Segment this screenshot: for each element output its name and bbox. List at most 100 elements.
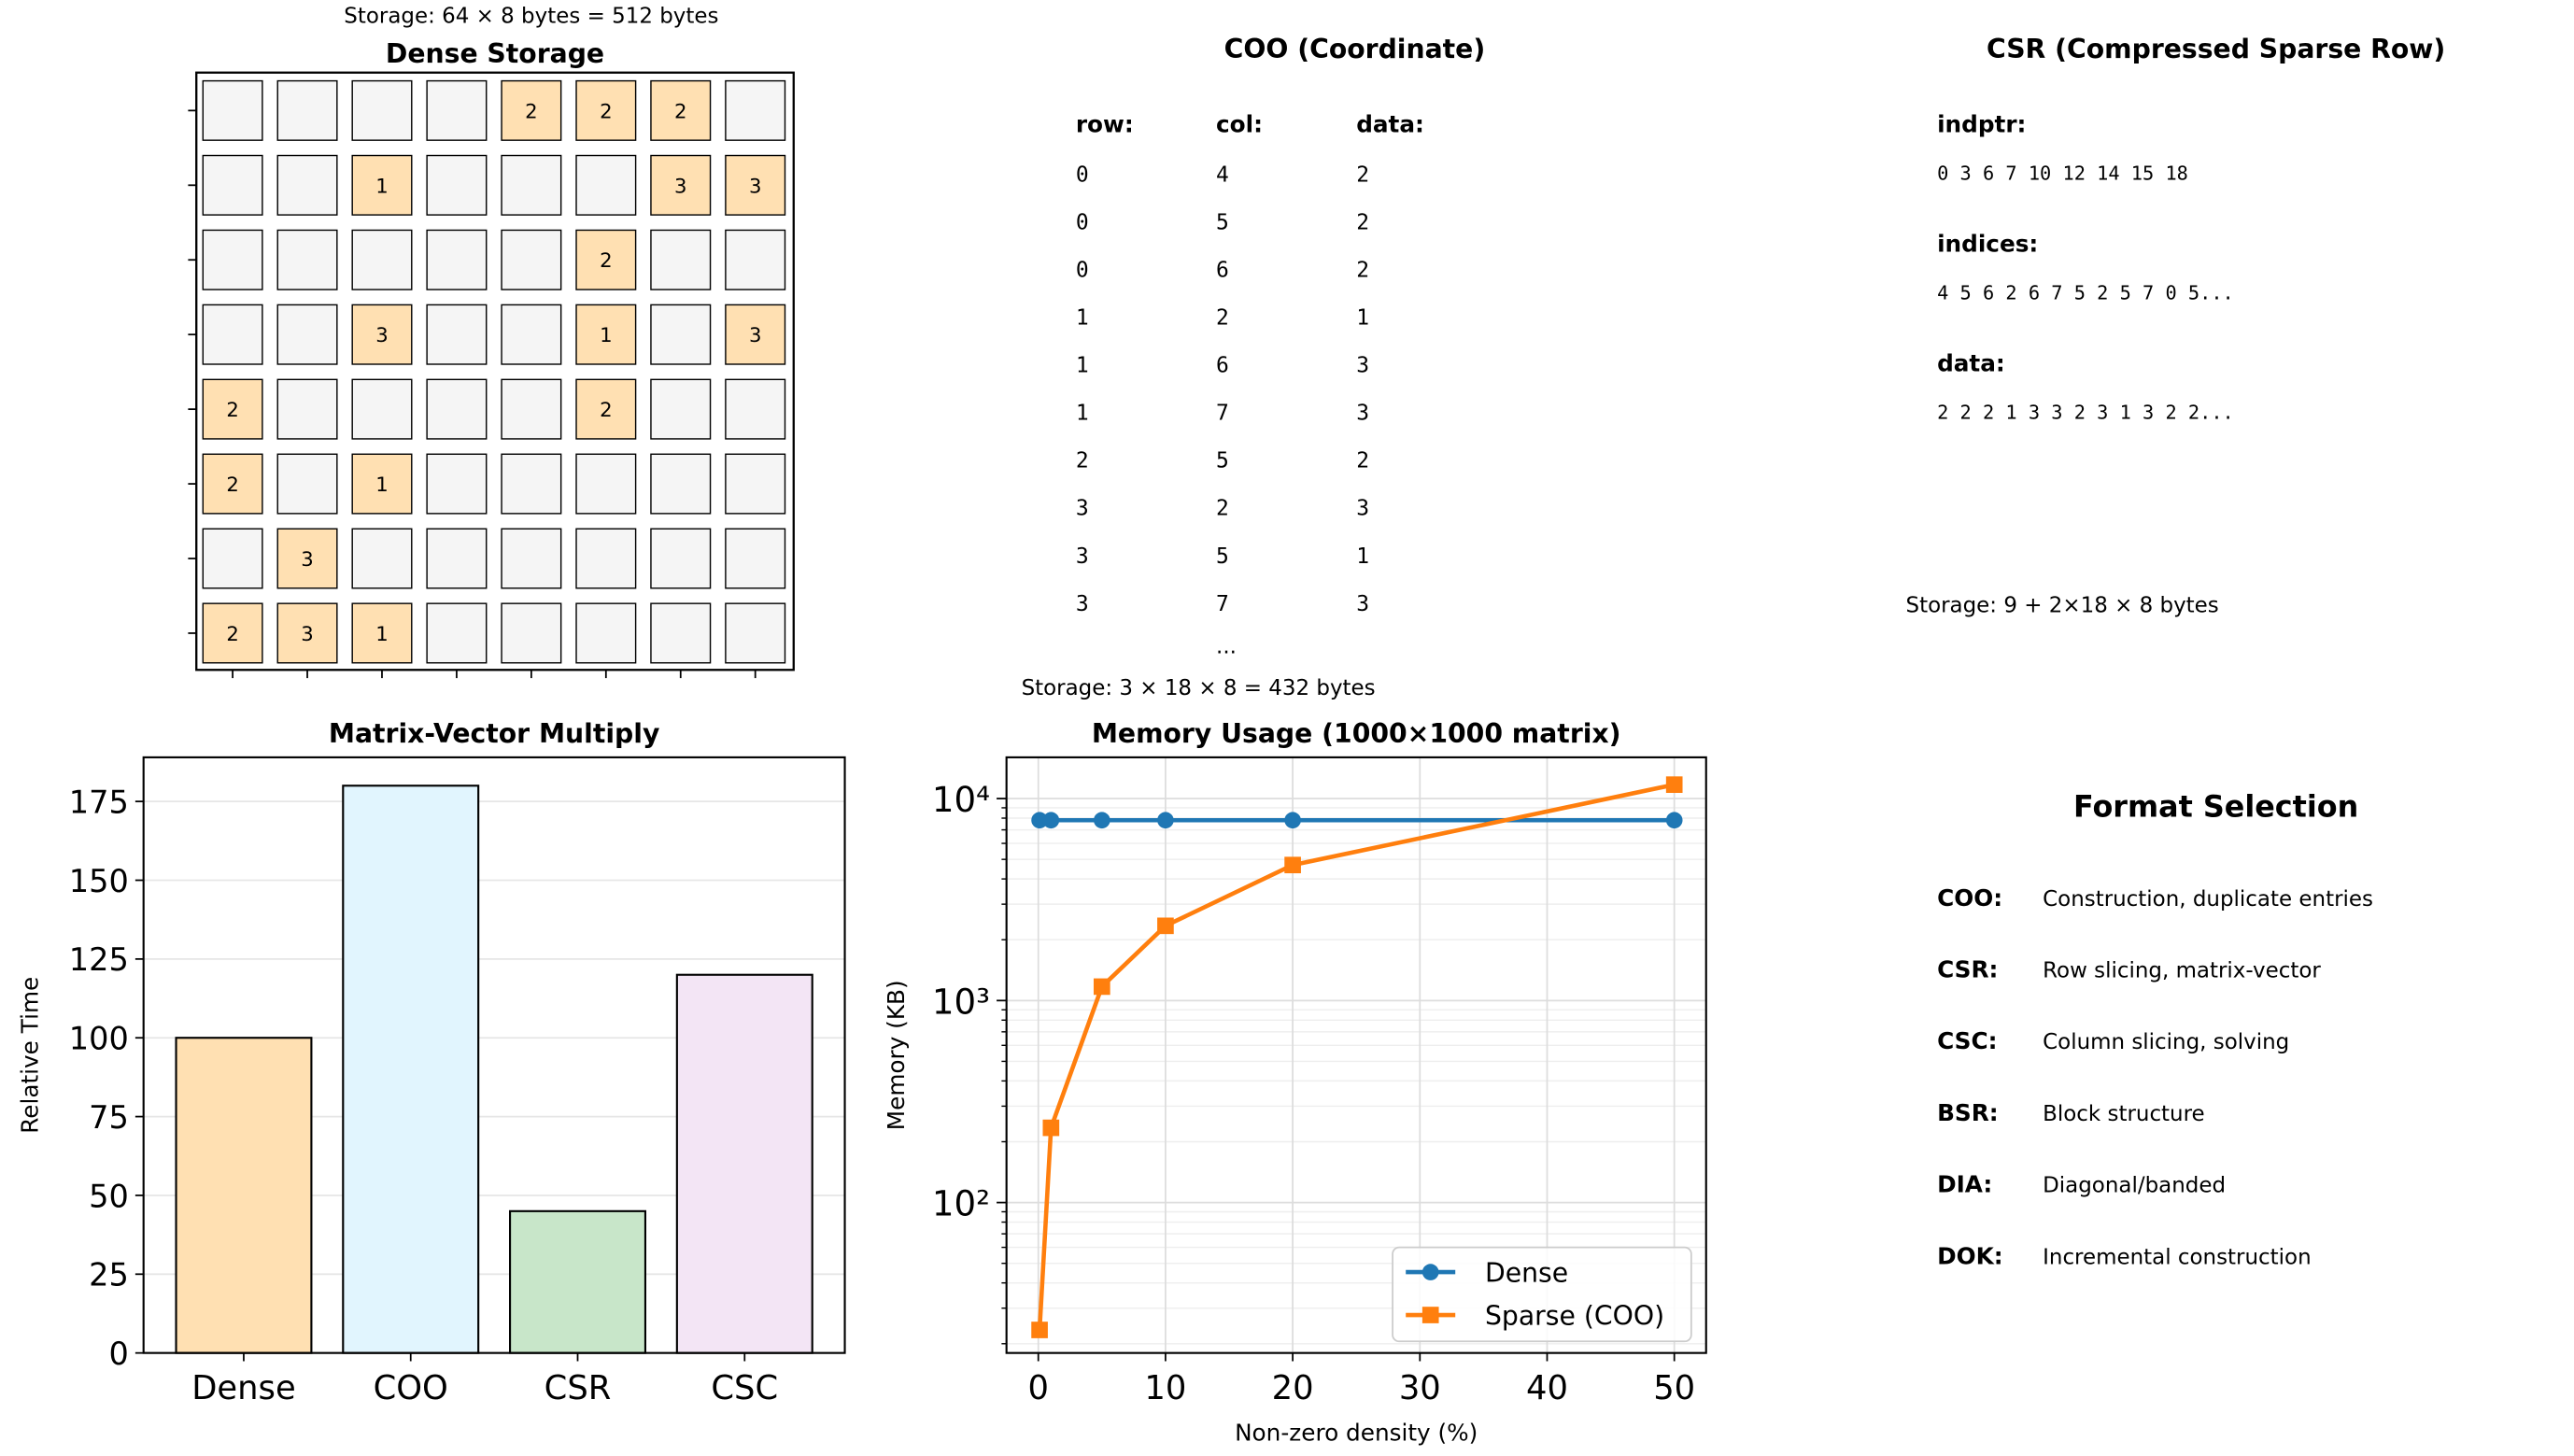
matrix-cell-value: 2 [226,622,238,645]
matrix-cell-value: 2 [226,473,238,496]
data-point-sparse [1665,776,1683,793]
coo-cell: 5 [1216,544,1229,569]
matrix-cell [351,528,413,589]
matrix-cell [426,229,488,290]
matrix-cell [202,154,263,216]
format-desc: Diagonal/banded [2043,1174,2226,1198]
matrix-cell [351,154,413,216]
y-tick-label: 50 [89,1178,129,1214]
line-axes-frame [1005,756,1707,1354]
matrix-cell-value: 2 [525,99,537,122]
x-tick-label: 50 [1653,1369,1695,1407]
y-tick-label: 10² [932,1184,990,1224]
y-tick-label: 175 [69,785,129,821]
matrix-cell-value: 2 [600,398,612,421]
x-tick-label: 20 [1272,1369,1314,1407]
y-tick-label: 10³ [932,982,990,1022]
csr-label: data: [1937,350,2005,377]
matrix-cell-value: 3 [301,622,313,645]
coo-cell: 3 [1356,497,1369,521]
matrix-cell [426,602,488,664]
coo-cell: 7 [1216,592,1229,616]
matrix-cell [575,528,637,589]
matrix-cell [650,528,712,589]
dense-storage-text: Storage: 64 × 8 bytes = 512 bytes [344,5,718,29]
data-point-sparse [1031,1322,1048,1338]
line-chart-title: Memory Usage (1000×1000 matrix) [1092,718,1621,749]
coo-cell: 2 [1076,449,1089,474]
coo-cell: 2 [1216,497,1229,521]
bar-csr [509,1209,646,1354]
matrix-cell [351,602,413,664]
legend-label: Dense [1485,1258,1568,1289]
legend-marker-circle [1421,1264,1439,1280]
matrix-cell [426,79,488,141]
data-point-sparse [1093,978,1110,996]
matrix-cell-value: 3 [749,323,761,346]
bar-csc [675,973,813,1354]
matrix-cell [650,79,712,141]
format-name: DOK: [1937,1242,2003,1269]
x-tick-label: COO [374,1369,448,1407]
coo-cell: 5 [1216,449,1229,474]
bar-chart-title: Matrix-Vector Multiply [329,718,660,749]
matrix-cell [575,304,637,365]
coo-cell: 0 [1076,258,1089,282]
y-tick-label: 75 [89,1099,129,1136]
matrix-cell [725,229,786,290]
matrix-cell [650,229,712,290]
y-tick-label: 150 [69,863,129,899]
legend-marker-square [1421,1307,1439,1323]
matrix-cell [575,79,637,141]
x-tick-label: CSC [711,1369,778,1407]
matrix-cell [202,453,263,515]
format-desc: Column slicing, solving [2043,1030,2289,1054]
coo-cell: 2 [1356,210,1369,234]
coo-cell: 1 [1076,306,1089,331]
format-name: COO: [1937,884,2002,912]
matrix-cell [351,304,413,365]
matrix-cell [575,453,637,515]
matrix-cell-value: 2 [600,248,612,272]
matrix-cell [725,154,786,216]
coo-header: data: [1356,110,1424,137]
y-axis-label: Relative Time [17,977,44,1134]
matrix-cell [276,528,338,589]
csr-title: CSR (Compressed Sparse Row) [1987,34,2445,64]
matrix-cell [725,602,786,664]
data-point-dense [1031,812,1048,829]
matrix-cell [650,304,712,365]
coo-title: COO (Coordinate) [1224,34,1486,64]
y-tick-label: 0 [108,1336,128,1372]
matrix-cell [202,528,263,589]
coo-cell: 3 [1356,402,1369,426]
format-selection-title: Format Selection [2073,790,2358,825]
y-tick-label: 100 [69,1021,129,1057]
matrix-cell [501,229,562,290]
matrix-cell [725,79,786,141]
y-axis-label: Memory (KB) [883,980,910,1130]
dense-axes-frame [195,71,795,671]
coo-cell: 3 [1356,354,1369,378]
matrix-cell [426,304,488,365]
coo-cell: 0 [1076,210,1089,234]
y-tick-label: 25 [89,1257,129,1293]
matrix-cell [276,453,338,515]
coo-cell: 1 [1076,402,1089,426]
format-name: CSC: [1937,1027,1997,1054]
matrix-cell [426,528,488,589]
format-name: DIA: [1937,1171,1992,1198]
matrix-cell [501,154,562,216]
matrix-cell [276,304,338,365]
matrix-cell [351,79,413,141]
format-desc: Incremental construction [2043,1245,2312,1269]
data-point-dense [1157,812,1174,829]
coo-cell: 4 [1216,163,1229,187]
matrix-cell [650,154,712,216]
x-tick-label: 10 [1144,1369,1186,1407]
legend [1392,1246,1692,1343]
bar-coo [342,785,480,1354]
matrix-cell-value: 3 [301,547,313,571]
matrix-cell [725,304,786,365]
